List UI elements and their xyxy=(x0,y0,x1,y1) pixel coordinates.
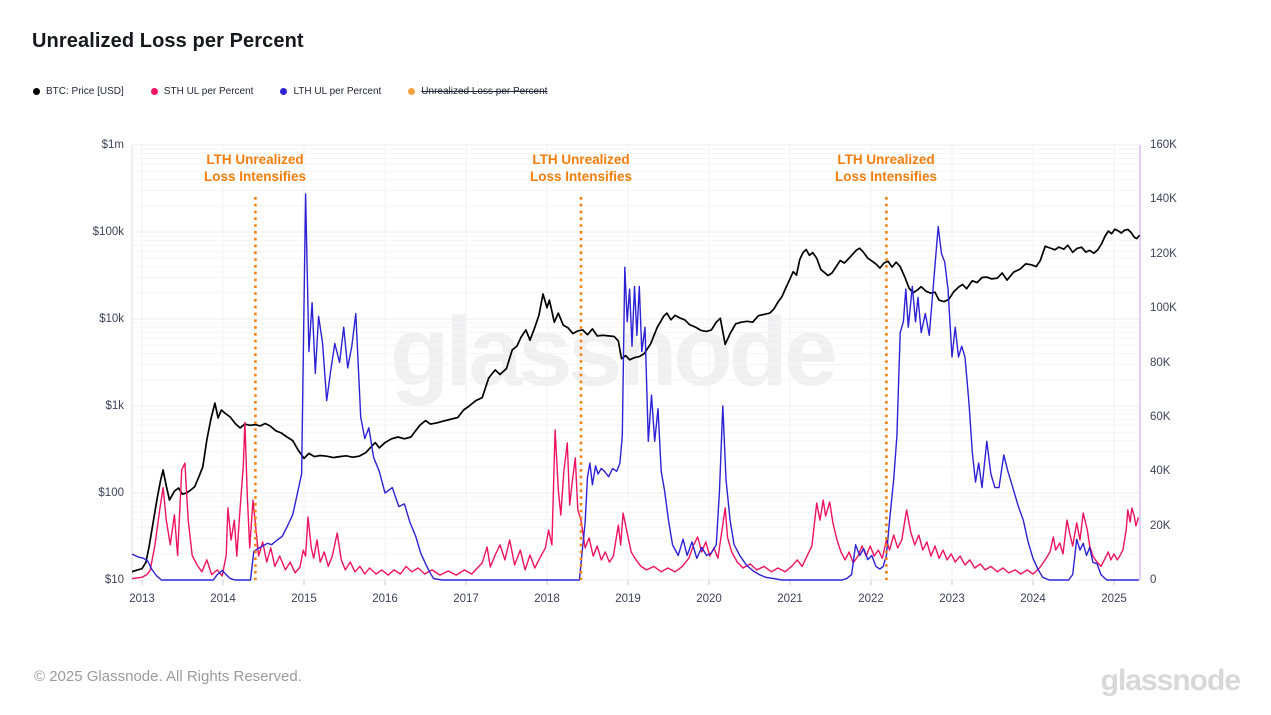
y-axis-right-label: 60K xyxy=(1150,411,1171,423)
legend-item[interactable]: STH UL per Percent xyxy=(150,86,254,97)
series-lth-ul xyxy=(132,193,1139,581)
x-axis-label: 2017 xyxy=(453,593,479,605)
legend-item[interactable]: Unrealized Loss per Percent xyxy=(408,86,547,97)
x-axis-label: 2022 xyxy=(858,593,884,605)
legend-item[interactable]: BTC: Price [USD] xyxy=(33,86,124,97)
annotation-text: LTH Unrealized Loss Intensifies xyxy=(834,152,938,184)
y-axis-right-label: 0 xyxy=(1150,574,1157,586)
legend-label: Unrealized Loss per Percent xyxy=(421,86,548,97)
x-axis-label: 2018 xyxy=(534,593,560,605)
x-axis-label: 2021 xyxy=(777,593,803,605)
x-axis-label: 2025 xyxy=(1101,593,1127,605)
y-axis-right-label: 120K xyxy=(1150,248,1177,260)
copyright-text: © 2025 Glassnode. All Rights Reserved. xyxy=(34,668,302,685)
page-title: Unrealized Loss per Percent xyxy=(32,30,304,52)
x-axis-label: 2013 xyxy=(129,593,155,605)
y-axis-right-label: 80K xyxy=(1150,357,1171,369)
y-axis-right-label: 100K xyxy=(1150,302,1177,314)
x-axis-label: 2024 xyxy=(1020,593,1046,605)
grid-horizontal xyxy=(132,144,1140,581)
y-axis-left-label: $1m xyxy=(101,139,124,151)
x-axis-label: 2015 xyxy=(291,593,317,605)
legend-dot-icon xyxy=(150,88,158,95)
y-axis-left-label: $1k xyxy=(105,400,124,412)
y-axis-right-label: 140K xyxy=(1150,193,1177,205)
y-axis-left-label: $100 xyxy=(98,487,124,499)
series-sth-ul xyxy=(132,421,1139,580)
y-axis-right-label: 160K xyxy=(1150,139,1177,151)
x-axis-label: 2023 xyxy=(939,593,965,605)
x-axis-label: 2020 xyxy=(696,593,722,605)
legend-dot-icon xyxy=(33,88,40,95)
legend-dot-icon xyxy=(280,88,288,95)
legend-label: LTH UL per Percent xyxy=(293,86,382,97)
y-axis-left-label: $100k xyxy=(92,226,124,238)
legend-label: STH UL per Percent xyxy=(163,86,254,97)
chart-plot-area[interactable] xyxy=(132,145,1140,580)
y-axis-right-label: 40K xyxy=(1150,465,1171,477)
series-btc-price xyxy=(132,228,1140,573)
annotation-text: LTH Unrealized Loss Intensifies xyxy=(529,152,633,184)
y-axis-right-label: 20K xyxy=(1150,520,1171,532)
legend-item[interactable]: LTH UL per Percent xyxy=(280,86,381,97)
glassnode-logo: glassnode xyxy=(1100,664,1241,697)
x-axis-label: 2019 xyxy=(615,593,641,605)
y-axis-left-label: $10 xyxy=(104,574,124,586)
legend-dot-icon xyxy=(408,88,416,95)
x-axis-label: 2014 xyxy=(210,593,236,605)
grid-vertical xyxy=(141,145,1115,585)
legend-label: BTC: Price [USD] xyxy=(46,86,124,97)
annotation-text: LTH Unrealized Loss Intensifies xyxy=(203,152,307,184)
y-axis-left-label: $10k xyxy=(99,313,124,325)
chart-legend: BTC: Price [USD] STH UL per Percent LTH UL… xyxy=(33,86,547,97)
x-axis-label: 2016 xyxy=(372,593,398,605)
